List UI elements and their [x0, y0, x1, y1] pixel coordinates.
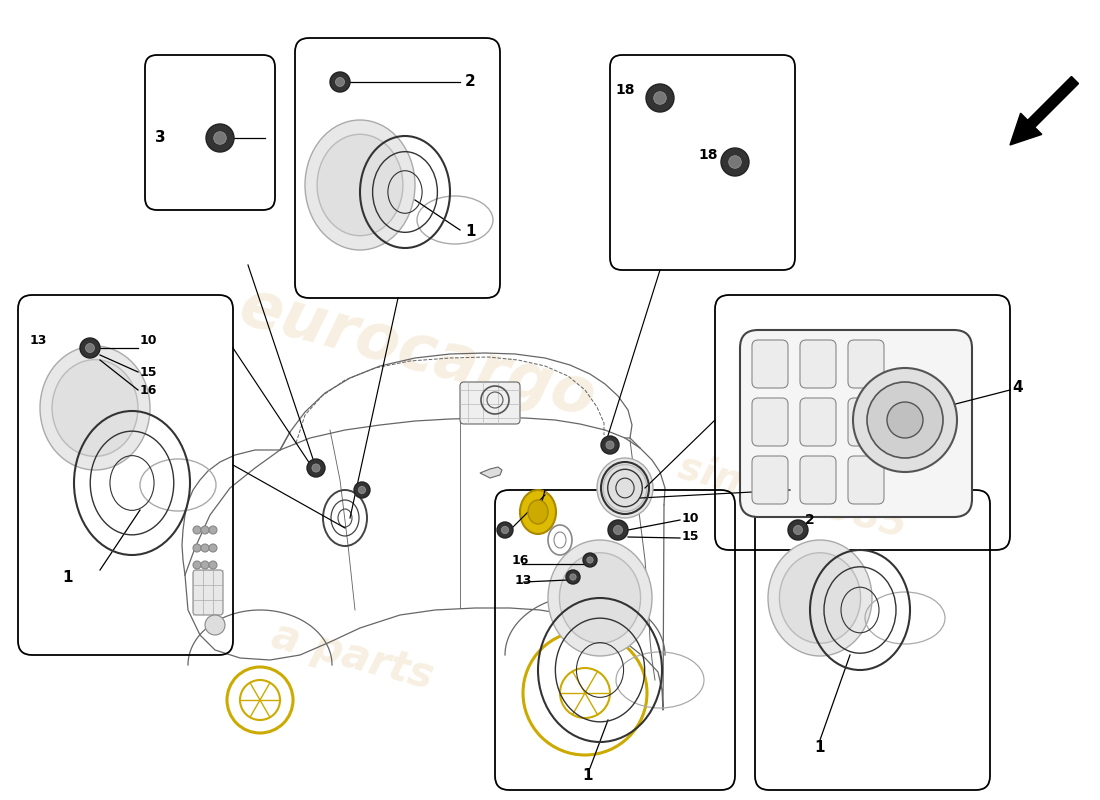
- Circle shape: [209, 561, 217, 569]
- Circle shape: [209, 544, 217, 552]
- Text: 3: 3: [155, 130, 166, 146]
- Circle shape: [646, 84, 674, 112]
- Circle shape: [359, 486, 365, 494]
- Circle shape: [583, 553, 597, 567]
- Circle shape: [614, 526, 623, 534]
- Text: 18: 18: [616, 83, 635, 97]
- Ellipse shape: [305, 120, 415, 250]
- Polygon shape: [480, 467, 502, 478]
- Ellipse shape: [603, 465, 647, 511]
- Circle shape: [201, 544, 209, 552]
- Circle shape: [852, 368, 957, 472]
- Text: 15: 15: [140, 366, 157, 378]
- Text: 10: 10: [682, 511, 700, 525]
- Text: 1: 1: [465, 225, 475, 239]
- Circle shape: [206, 124, 234, 152]
- Circle shape: [728, 156, 741, 168]
- Text: 2: 2: [805, 513, 815, 527]
- Circle shape: [587, 557, 593, 563]
- FancyBboxPatch shape: [800, 398, 836, 446]
- Circle shape: [330, 72, 350, 92]
- Circle shape: [566, 570, 580, 584]
- FancyBboxPatch shape: [848, 456, 884, 504]
- Ellipse shape: [528, 500, 548, 524]
- Circle shape: [497, 522, 513, 538]
- Ellipse shape: [317, 134, 403, 236]
- Circle shape: [354, 482, 370, 498]
- Text: 16: 16: [512, 554, 529, 566]
- Text: eurocargo: eurocargo: [233, 274, 603, 430]
- Text: since 1985: since 1985: [673, 447, 911, 545]
- Circle shape: [312, 464, 320, 472]
- Text: 1: 1: [62, 570, 73, 586]
- Ellipse shape: [560, 553, 640, 643]
- Ellipse shape: [52, 360, 138, 456]
- FancyBboxPatch shape: [192, 570, 223, 615]
- Circle shape: [601, 436, 619, 454]
- Circle shape: [653, 92, 667, 104]
- Circle shape: [192, 544, 201, 552]
- Circle shape: [887, 402, 923, 438]
- Text: 18: 18: [698, 148, 718, 162]
- Ellipse shape: [548, 540, 652, 656]
- Ellipse shape: [520, 490, 556, 534]
- Ellipse shape: [40, 346, 150, 470]
- Circle shape: [205, 615, 225, 635]
- Text: 1: 1: [814, 741, 825, 755]
- Circle shape: [606, 441, 614, 449]
- FancyBboxPatch shape: [460, 382, 520, 424]
- Ellipse shape: [768, 540, 872, 656]
- Circle shape: [336, 78, 344, 86]
- FancyBboxPatch shape: [752, 340, 788, 388]
- FancyBboxPatch shape: [800, 340, 836, 388]
- Circle shape: [720, 148, 749, 176]
- Circle shape: [307, 459, 324, 477]
- FancyArrow shape: [1010, 77, 1078, 145]
- Text: 2: 2: [465, 74, 475, 90]
- Text: 15: 15: [682, 530, 700, 542]
- Text: 4: 4: [1012, 381, 1023, 395]
- Circle shape: [209, 526, 217, 534]
- Circle shape: [570, 574, 576, 580]
- Circle shape: [201, 561, 209, 569]
- Circle shape: [201, 526, 209, 534]
- Text: 13: 13: [30, 334, 47, 347]
- Circle shape: [192, 561, 201, 569]
- Circle shape: [608, 520, 628, 540]
- Text: 1: 1: [582, 767, 593, 782]
- Circle shape: [86, 343, 95, 353]
- Circle shape: [502, 526, 508, 534]
- Circle shape: [793, 526, 803, 534]
- FancyBboxPatch shape: [740, 330, 972, 517]
- Circle shape: [192, 526, 201, 534]
- FancyBboxPatch shape: [800, 456, 836, 504]
- FancyBboxPatch shape: [752, 398, 788, 446]
- Ellipse shape: [597, 458, 653, 518]
- Text: a parts: a parts: [266, 614, 438, 698]
- Circle shape: [867, 382, 943, 458]
- FancyBboxPatch shape: [752, 456, 788, 504]
- FancyBboxPatch shape: [848, 398, 884, 446]
- Text: 10: 10: [140, 334, 157, 347]
- FancyBboxPatch shape: [848, 340, 884, 388]
- Circle shape: [213, 132, 227, 144]
- Ellipse shape: [780, 553, 860, 643]
- Text: 13: 13: [515, 574, 532, 586]
- Circle shape: [788, 520, 808, 540]
- Circle shape: [80, 338, 100, 358]
- Text: 16: 16: [140, 383, 157, 397]
